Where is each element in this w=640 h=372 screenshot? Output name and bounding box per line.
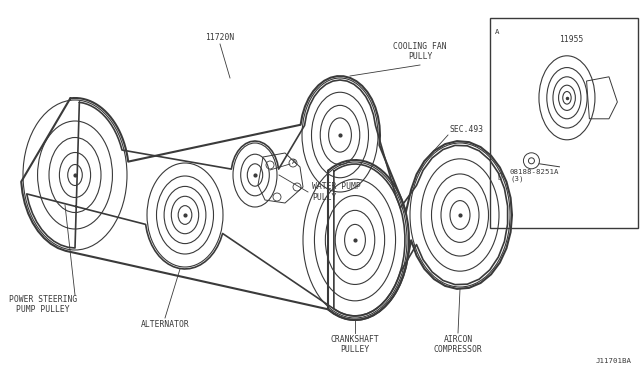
- Text: CRANKSHAFT
PULLEY: CRANKSHAFT PULLEY: [331, 335, 380, 355]
- Text: 11955: 11955: [559, 35, 584, 45]
- Text: A: A: [292, 159, 296, 165]
- Text: Ⓑ: Ⓑ: [498, 172, 502, 179]
- Text: POWER STEERING
PUMP PULLEY: POWER STEERING PUMP PULLEY: [9, 295, 77, 314]
- Text: J11701BA: J11701BA: [596, 358, 632, 364]
- Text: COOLING FAN
PULLY: COOLING FAN PULLY: [393, 42, 447, 61]
- Bar: [490, 18, 638, 228]
- Text: AIRCON
COMPRESSOR: AIRCON COMPRESSOR: [434, 335, 483, 355]
- Text: SEC.493: SEC.493: [450, 125, 484, 135]
- Text: A: A: [495, 29, 499, 35]
- Text: 08188-8251A
(3): 08188-8251A (3): [510, 169, 559, 182]
- Text: ALTERNATOR: ALTERNATOR: [141, 320, 189, 329]
- Text: 11720N: 11720N: [205, 33, 235, 42]
- Text: WATER PUMP
PULLY: WATER PUMP PULLY: [312, 182, 361, 202]
